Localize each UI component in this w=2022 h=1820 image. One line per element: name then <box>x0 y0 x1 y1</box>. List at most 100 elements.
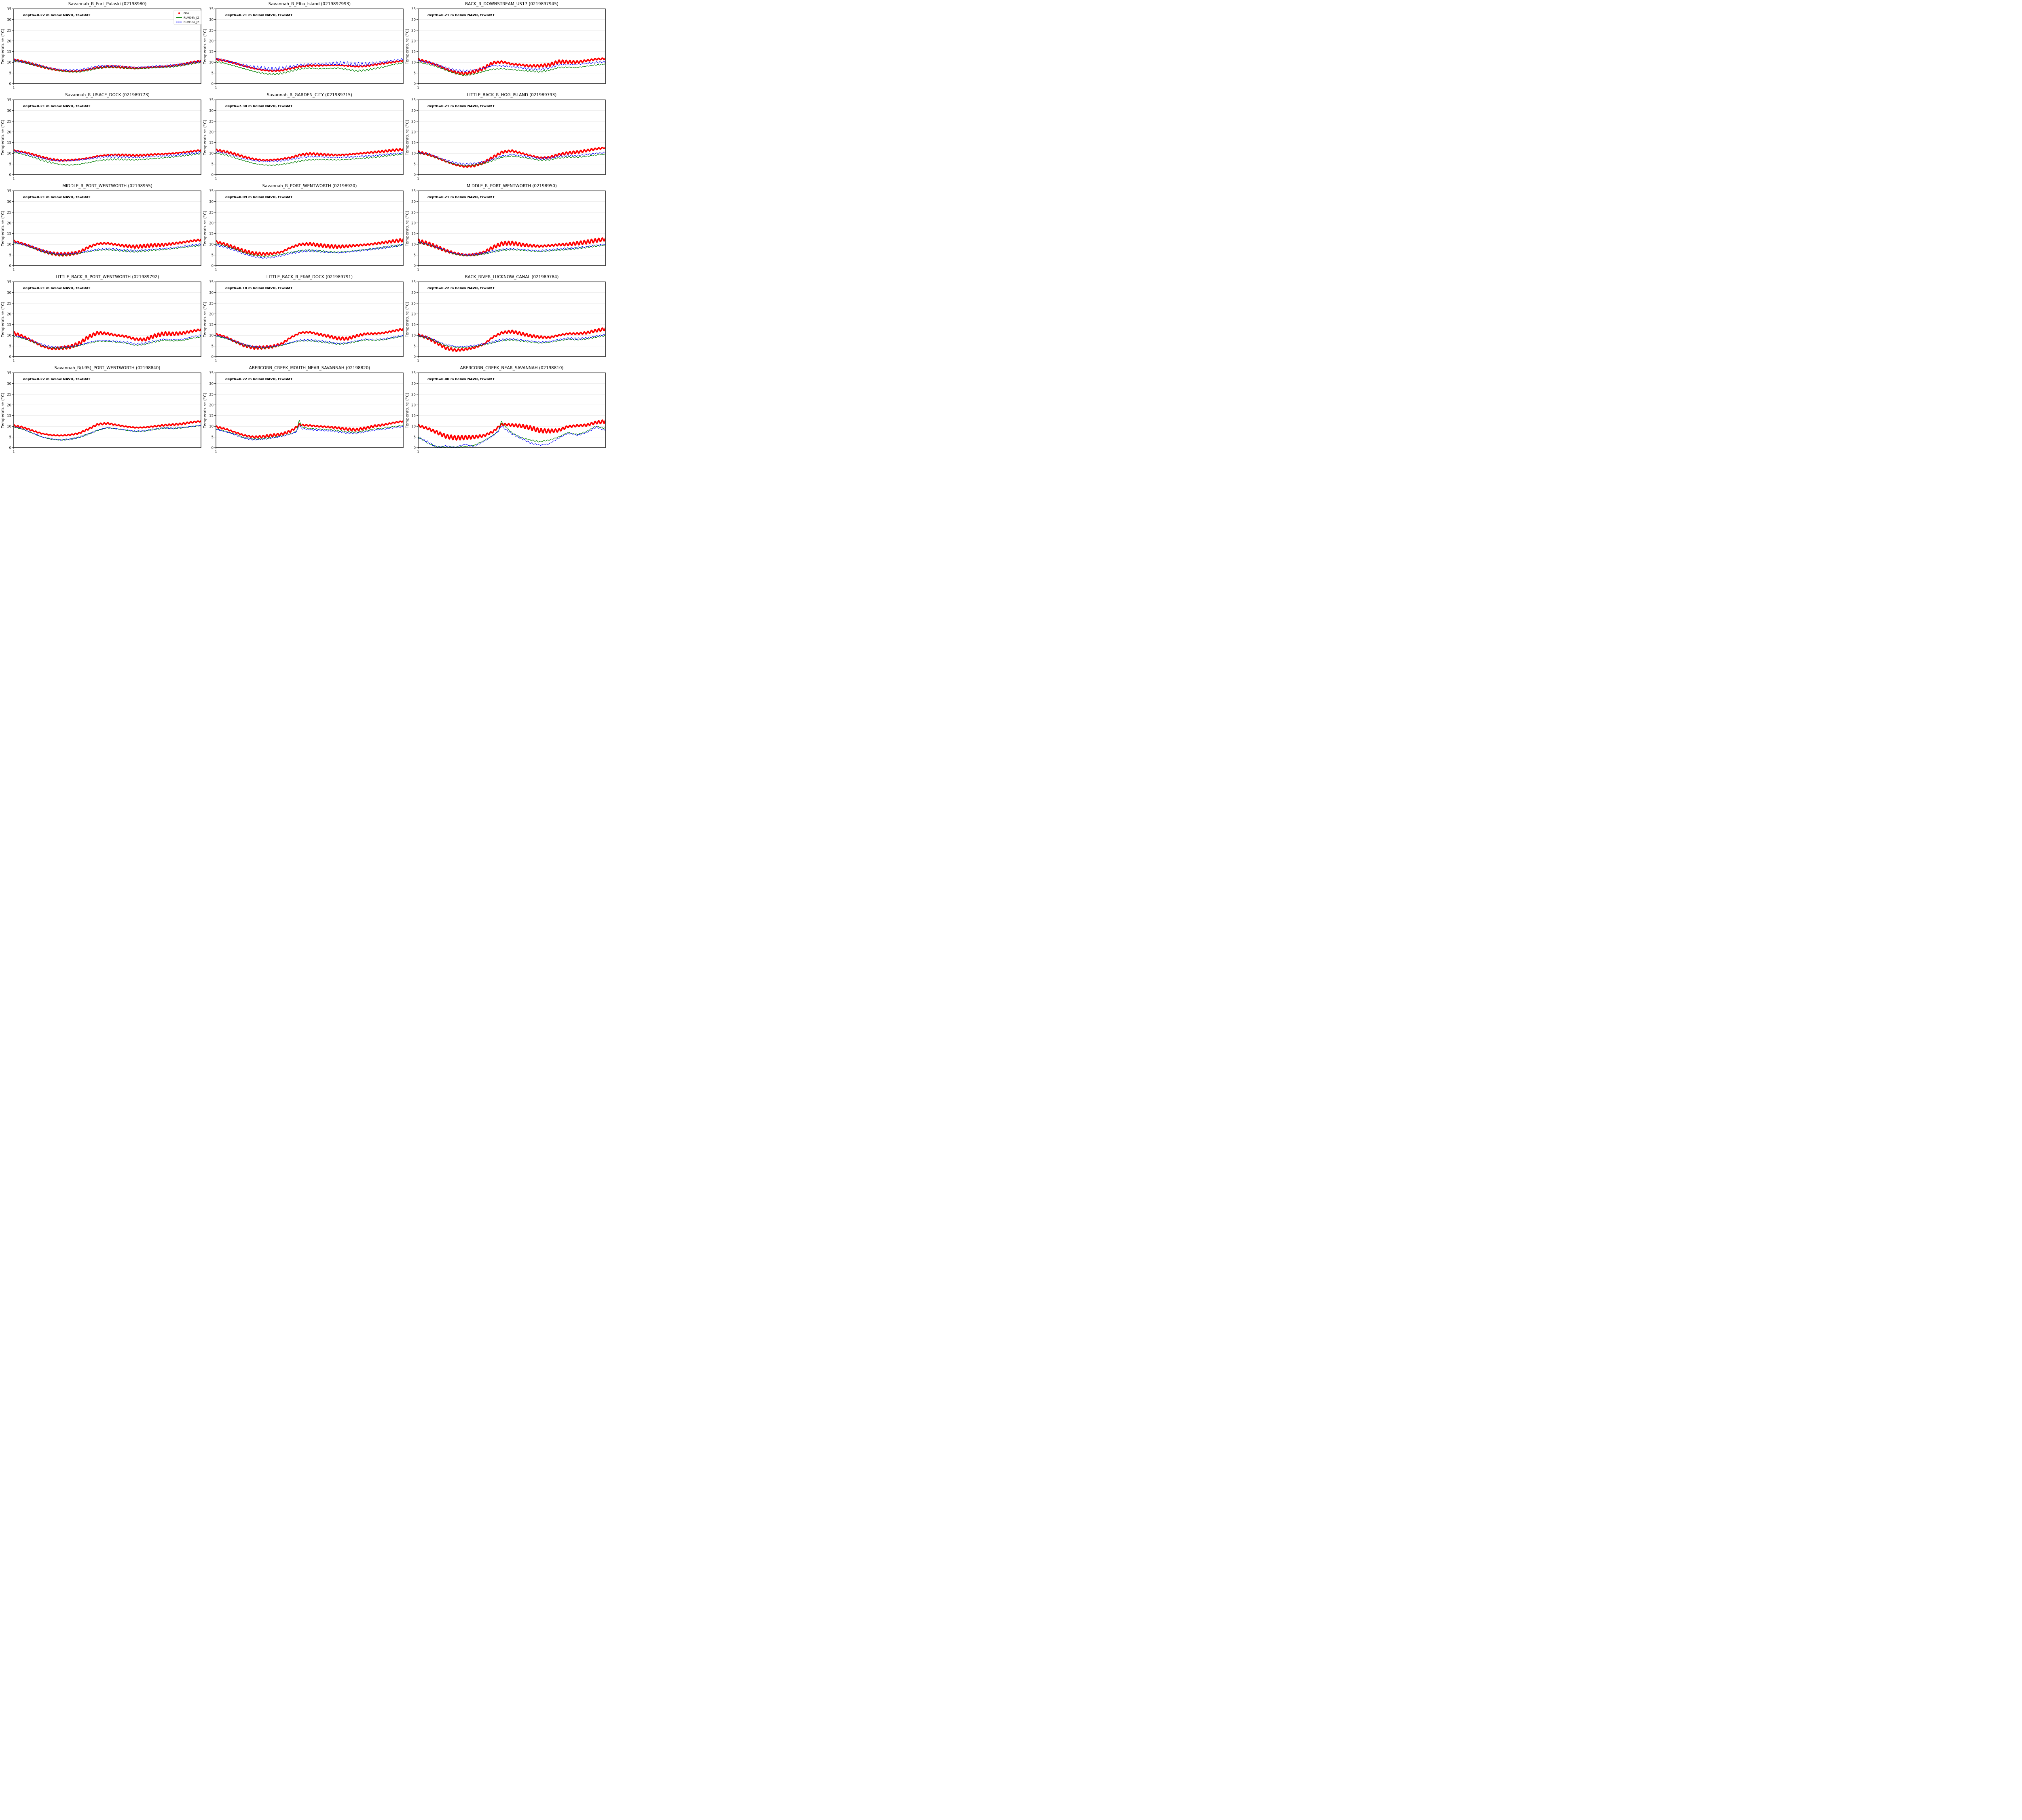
legend-item-label: Obs <box>184 12 189 15</box>
x-tick-label: 1 <box>417 177 419 181</box>
y-tick-label: 30 <box>7 109 11 113</box>
y-tick-label: 10 <box>209 334 214 338</box>
depth-annotation: depth=0.21 m below NAVD, tz=GMT <box>23 286 91 290</box>
y-tick-label: 0 <box>212 173 214 177</box>
plot-border <box>418 8 606 84</box>
x-tick-label: 1 <box>215 450 217 454</box>
y-tick-label: 15 <box>7 141 11 145</box>
y-tick-label: 5 <box>212 163 214 167</box>
obs-series <box>418 419 605 441</box>
y-axis-label: Temperature (°C) <box>203 28 207 64</box>
subplot-15: 0 5 10 15 20 25 30 35 1 Temperature (°C) ABERCORN_… <box>405 366 606 454</box>
run08k-series <box>216 152 403 166</box>
plot-border <box>418 372 606 448</box>
x-tick-label: 1 <box>215 177 217 181</box>
y-tick-label: 15 <box>411 414 416 418</box>
y-tick-label: 35 <box>411 98 416 102</box>
run30a-series <box>418 425 605 448</box>
y-tick-label: 35 <box>411 371 416 375</box>
subplot-title: BACK_RIVER_LUCKNOW_CANAL (021989784) <box>465 275 559 279</box>
obs-series <box>418 237 605 257</box>
y-tick-label: 30 <box>411 291 416 295</box>
y-tick-label: 35 <box>7 7 11 11</box>
y-axis-label: Temperature (°C) <box>1 392 5 428</box>
depth-annotation: depth=0.21 m below NAVD, tz=GMT <box>23 104 91 108</box>
plot-border <box>13 8 201 84</box>
x-tick-label: 1 <box>215 359 217 363</box>
y-tick-label: 5 <box>414 254 416 258</box>
obs-series <box>216 148 403 161</box>
plot-border <box>216 372 404 448</box>
depth-annotation: depth=0.21 m below NAVD, tz=GMT <box>23 195 91 199</box>
y-tick-label: 35 <box>7 280 11 284</box>
y-tick-label: 20 <box>411 312 416 316</box>
y-tick-label: 10 <box>411 425 416 429</box>
y-tick-label: 35 <box>209 371 214 375</box>
y-tick-label: 5 <box>414 345 416 349</box>
depth-annotation: depth=0.21 m below NAVD, tz=GMT <box>427 104 495 108</box>
plot-border <box>216 8 404 84</box>
depth-annotation: depth=0.21 m below NAVD, tz=GMT <box>427 195 495 199</box>
y-axis-label: Temperature (°C) <box>405 392 410 428</box>
y-axis-label: Temperature (°C) <box>1 119 5 155</box>
y-tick-label: 0 <box>212 446 214 450</box>
plot-border <box>13 190 201 266</box>
legend-box <box>173 10 201 25</box>
figure-grid: 0 5 10 15 20 25 30 35 1 Temperature (°C) Savannah_… <box>0 0 607 455</box>
y-tick-label: 5 <box>414 163 416 167</box>
y-tick-label: 0 <box>9 173 11 177</box>
y-tick-label: 15 <box>209 414 214 418</box>
y-tick-label: 25 <box>411 120 416 124</box>
y-tick-label: 20 <box>209 403 214 407</box>
run30a-series <box>14 425 201 441</box>
y-tick-label: 15 <box>411 50 416 54</box>
y-tick-label: 15 <box>209 232 214 236</box>
y-tick-label: 10 <box>209 425 214 429</box>
depth-annotation: depth=0.21 m below NAVD, tz=GMT <box>427 13 495 17</box>
y-tick-label: 10 <box>411 61 416 65</box>
obs-series <box>14 420 201 437</box>
y-tick-label: 35 <box>411 7 416 11</box>
subplot-title: BACK_R_DOWNSTREAM_US17 (0219897945) <box>465 2 558 6</box>
y-tick-label: 35 <box>209 98 214 102</box>
y-tick-label: 5 <box>9 254 11 258</box>
y-tick-label: 5 <box>212 436 214 440</box>
y-tick-label: 0 <box>9 446 11 450</box>
y-tick-label: 10 <box>411 152 416 156</box>
y-tick-label: 25 <box>209 393 214 397</box>
y-tick-label: 5 <box>212 254 214 258</box>
y-tick-label: 30 <box>7 382 11 386</box>
run08k-series <box>14 151 201 166</box>
y-tick-label: 30 <box>209 18 214 22</box>
y-tick-label: 20 <box>7 130 11 134</box>
y-tick-label: 0 <box>9 355 11 359</box>
subplot-title: ABERCORN_CREEK_MOUTH_NEAR_SAVANNAH (0219… <box>249 366 370 370</box>
plot-border <box>13 99 201 175</box>
run30a-series <box>14 150 201 162</box>
y-tick-label: 0 <box>414 264 416 268</box>
plot-border <box>418 190 606 266</box>
subplot-3: 0 5 10 15 20 25 30 35 1 Temperature (°C) BACK_R_DO… <box>405 2 606 90</box>
y-tick-label: 10 <box>411 243 416 247</box>
run08k-series <box>216 335 403 349</box>
y-axis-label: Temperature (°C) <box>405 28 410 64</box>
subplot-12: 0 5 10 15 20 25 30 35 1 Temperature (°C) BACK_RIVE… <box>405 275 606 363</box>
y-tick-label: 0 <box>414 173 416 177</box>
y-tick-label: 35 <box>209 189 214 193</box>
x-tick-label: 1 <box>417 268 419 272</box>
run08k-series <box>418 421 605 448</box>
y-tick-label: 20 <box>7 39 11 43</box>
run08k-series <box>216 243 403 257</box>
plot-border <box>216 281 404 357</box>
y-tick-label: 35 <box>411 280 416 284</box>
y-axis-label: Temperature (°C) <box>203 392 207 428</box>
plot-border <box>418 99 606 175</box>
run30a-series <box>216 425 403 440</box>
y-tick-label: 35 <box>7 189 11 193</box>
run08k-series <box>14 242 201 256</box>
y-tick-label: 25 <box>411 302 416 306</box>
y-tick-label: 30 <box>7 18 11 22</box>
y-axis-label: Temperature (°C) <box>405 301 410 337</box>
y-tick-label: 25 <box>7 393 11 397</box>
x-tick-label: 1 <box>417 86 419 90</box>
